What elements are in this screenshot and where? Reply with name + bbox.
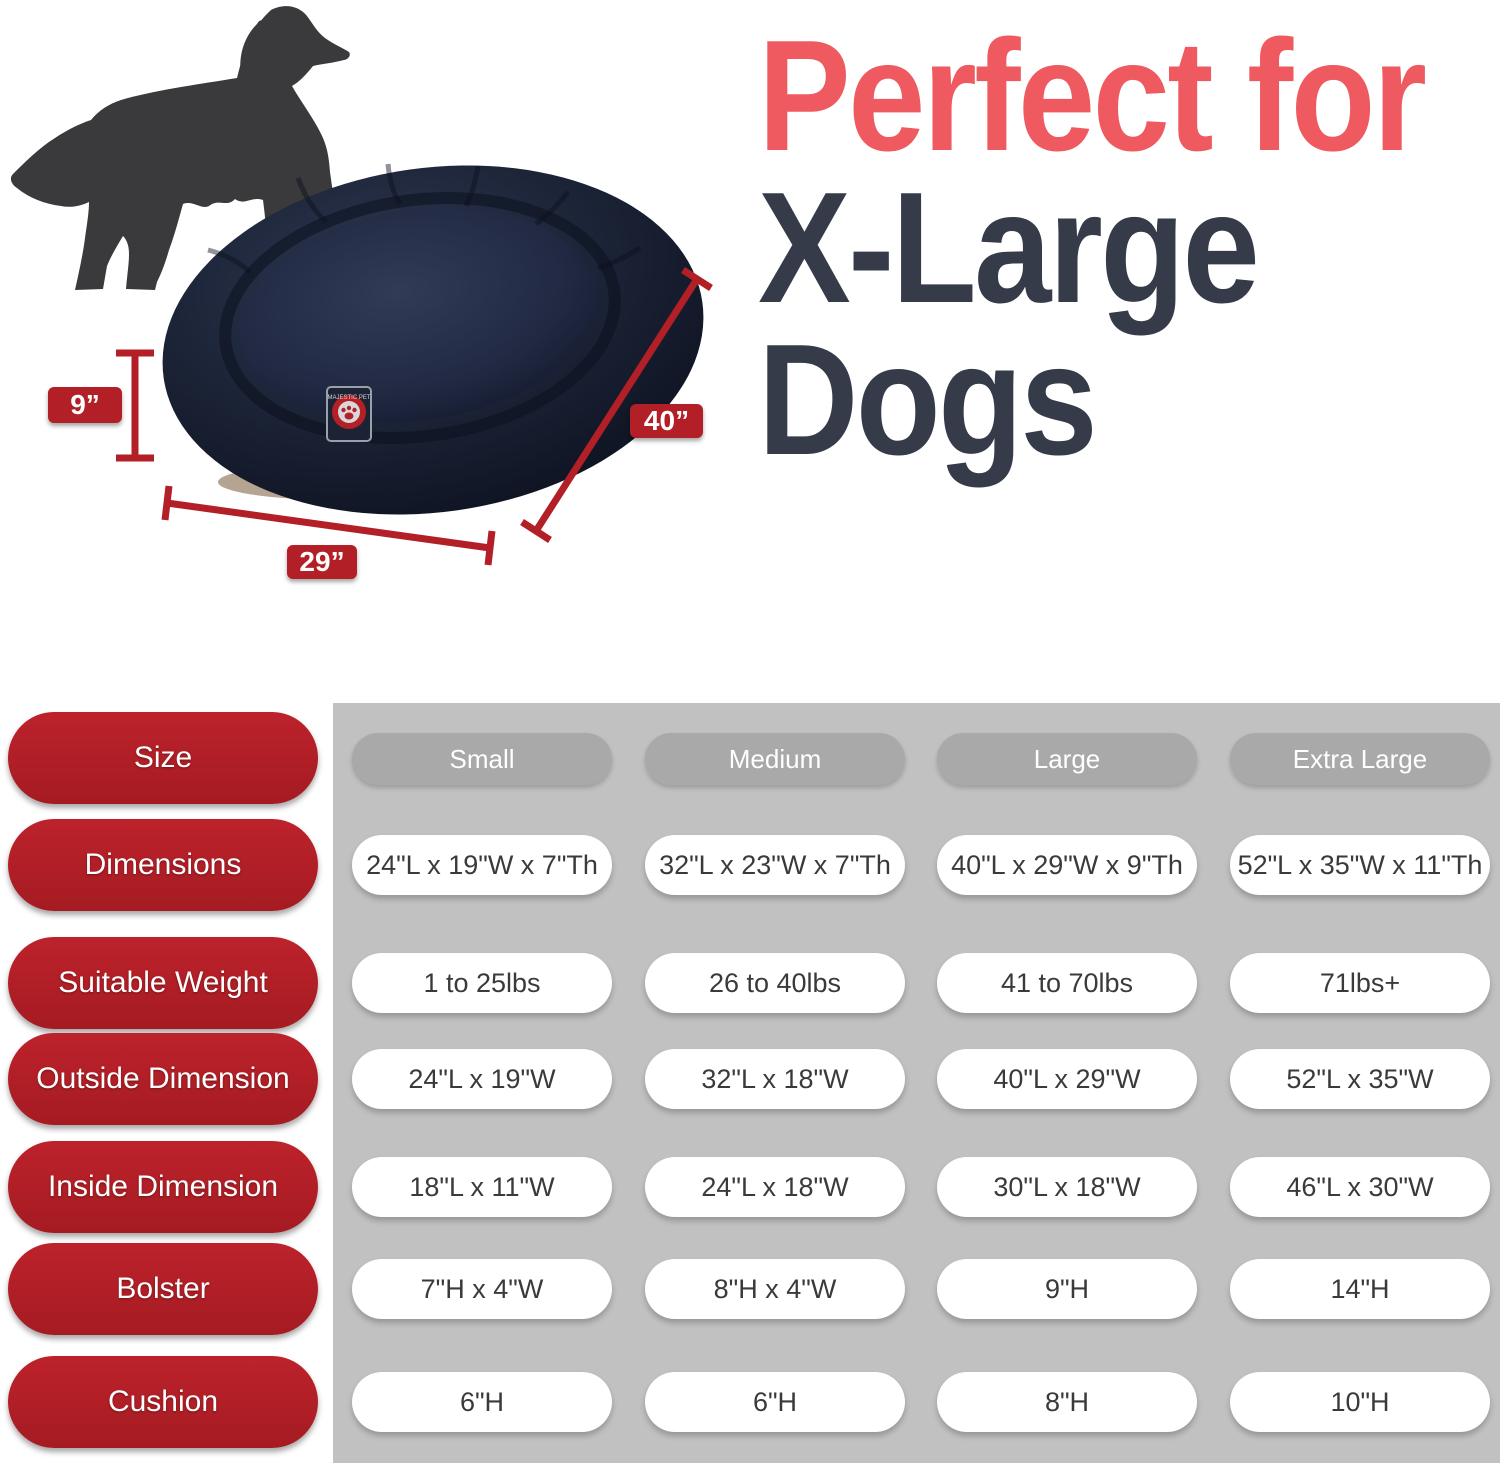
column-header-small: Small [352,733,612,785]
column-header-extra-large: Extra Large [1230,733,1490,785]
row-header-label: Cushion [107,1385,219,1418]
bed-base-edge [218,464,458,500]
row-header-label: Suitable Weight [58,966,268,999]
table-row-suitable-weight: Suitable Weight 1 to 25lbs 26 to 40lbs 4… [0,937,1500,1029]
table-row-dimensions: Dimensions 24"L x 19"W x 7"Th 32"L x 23"… [0,819,1500,911]
row-header-pill: Dimensions [8,819,318,911]
table-cell: 24"L x 19"W x 7"Th [352,835,612,895]
table-row-bolster: Bolster 7"H x 4"W 8"H x 4"W 9"H 14"H [0,1243,1500,1335]
row-header-label: Outside Dimension [36,1062,290,1095]
table-cell: 26 to 40lbs [645,953,905,1013]
height-dimension-label: 9” [48,387,122,423]
table-cell: 9"H [937,1259,1197,1319]
headline-line2: X-Large [758,160,1260,336]
table-cell: 1 to 25lbs [352,953,612,1013]
dog-bed-graphic: MAJESTIC PET [162,163,704,515]
row-header-label: Inside Dimension [47,1170,279,1203]
headline-line3: Dogs [758,312,1098,488]
table-row-outside-dimension: Outside Dimension 24"L x 19"W 32"L x 18"… [0,1033,1500,1125]
row-header-pill: Cushion [8,1356,318,1448]
row-header-pill: Inside Dimension [8,1141,318,1233]
table-cell: 14"H [1230,1259,1490,1319]
table-cell: 32"L x 18"W [645,1049,905,1109]
table-row-inside-dimension: Inside Dimension 18"L x 11"W 24"L x 18"W… [0,1141,1500,1233]
table-cell: 52"L x 35"W x 11"Th [1230,835,1490,895]
bolster-creases [207,163,642,274]
row-header-pill: Outside Dimension [8,1033,318,1125]
table-cell: 8"H x 4"W [645,1259,905,1319]
table-cell: 40"L x 29"W [937,1049,1197,1109]
brand-patch: MAJESTIC PET [326,386,372,442]
table-cell: 7"H x 4"W [352,1259,612,1319]
brand-patch-text: MAJESTIC PET [327,395,370,401]
table-cell: 41 to 70lbs [937,953,1197,1013]
table-cell: 6"H [645,1372,905,1432]
length-dimension-label: 40” [630,404,703,438]
table-cell: 10"H [1230,1372,1490,1432]
table-cell: 24"L x 19"W [352,1049,612,1109]
table-cell: 24"L x 18"W [645,1157,905,1217]
table-cell: 6"H [352,1372,612,1432]
dog-silhouette-graphic [10,6,350,291]
row-header-pill: Suitable Weight [8,937,318,1029]
width-dimension-label: 29” [287,545,357,579]
table-cell: 18"L x 11"W [352,1157,612,1217]
row-header-label: Dimensions [84,848,242,881]
corner-label: Size [133,741,193,774]
table-cell: 46"L x 30"W [1230,1157,1490,1217]
table-header-row: Size Small Medium Large Extra Large [0,712,1500,804]
column-header-medium: Medium [645,733,905,785]
table-cell: 30"L x 18"W [937,1157,1197,1217]
row-header-label: Bolster [116,1272,210,1305]
headline-accent-line: Perfect for [758,8,1427,184]
table-cell: 71lbs+ [1230,953,1490,1013]
table-cell: 32"L x 23"W x 7"Th [645,835,905,895]
table-row-cushion: Cushion 6"H 6"H 8"H 10"H [0,1356,1500,1448]
row-header-pill: Bolster [8,1243,318,1335]
table-cell: 40"L x 29"W x 9"Th [937,835,1197,895]
hero-headline: Perfect for X-Large Dogs [758,8,1500,488]
column-header-large: Large [937,733,1197,785]
corner-label-pill: Size [8,712,318,804]
table-cell: 8"H [937,1372,1197,1432]
table-cell: 52"L x 35"W [1230,1049,1490,1109]
